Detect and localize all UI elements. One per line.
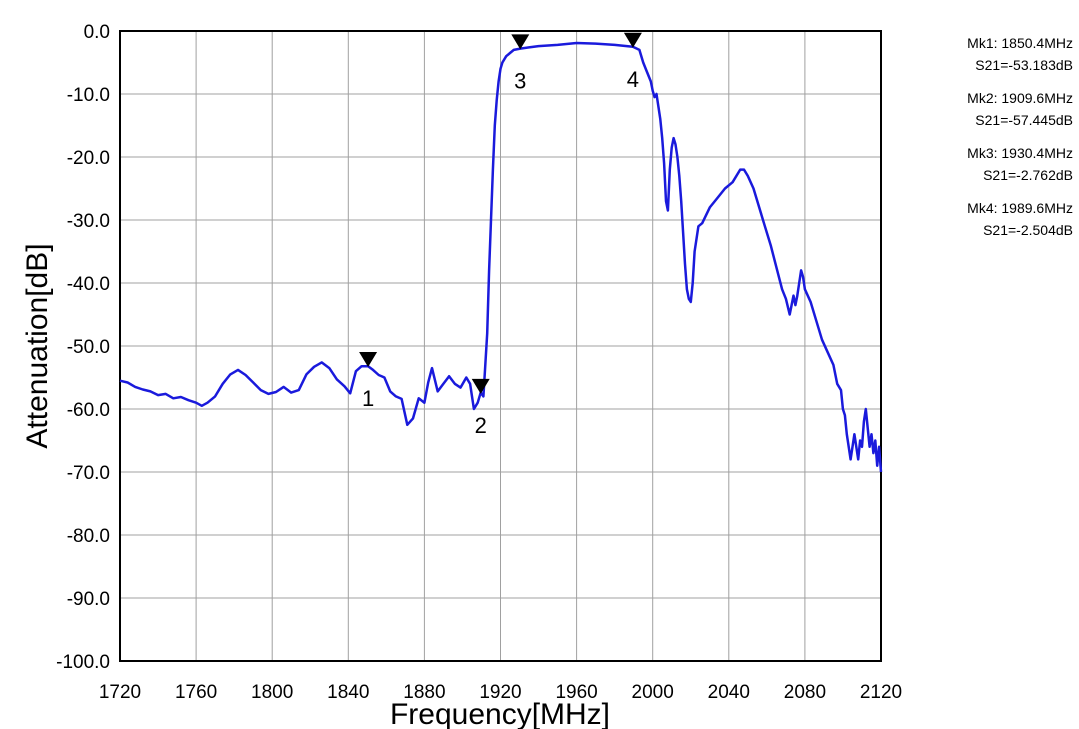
marker-label-2: 2 xyxy=(475,413,487,438)
y-tick-label-7: -70.0 xyxy=(67,463,110,484)
y-tick-label-0: 0.0 xyxy=(84,22,110,43)
y-tick-label-3: -30.0 xyxy=(67,211,110,232)
marker-legend-entry-1: Mk1: 1850.4MHz S21=-53.183dB xyxy=(905,32,1073,76)
x-tick-label-0: 1720 xyxy=(99,682,141,703)
y-tick-label-5: -50.0 xyxy=(67,337,110,358)
marker-legend-entry-3: Mk3: 1930.4MHz S21=-2.762dB xyxy=(905,142,1073,186)
marker-1-frequency: Mk1: 1850.4MHz xyxy=(967,35,1073,51)
plot-frame xyxy=(119,30,882,662)
marker-1: 1 xyxy=(359,352,378,411)
x-tick-label-2: 1800 xyxy=(251,682,293,703)
marker-2-frequency: Mk2: 1909.6MHz xyxy=(967,90,1073,106)
marker-1-s21: S21=-53.183dB xyxy=(975,57,1073,73)
x-axis-title: Frequency[MHz] xyxy=(390,698,610,729)
x-tick-label-3: 1840 xyxy=(327,682,369,703)
marker-4-frequency: Mk4: 1989.6MHz xyxy=(967,200,1073,216)
y-tick-label-2: -20.0 xyxy=(67,148,110,169)
x-tick-label-6: 1960 xyxy=(555,682,597,703)
marker-label-3: 3 xyxy=(514,68,526,93)
y-tick-label-8: -80.0 xyxy=(67,526,110,547)
marker-triangle-1 xyxy=(359,352,378,368)
marker-3-frequency: Mk3: 1930.4MHz xyxy=(967,145,1073,161)
marker-2-s21: S21=-57.445dB xyxy=(975,112,1073,128)
marker-label-4: 4 xyxy=(627,67,639,92)
x-tick-label-9: 2080 xyxy=(784,682,826,703)
x-tick-label-1: 1760 xyxy=(175,682,217,703)
marker-3-s21: S21=-2.762dB xyxy=(983,167,1073,183)
marker-label-1: 1 xyxy=(362,386,374,411)
marker-4-s21: S21=-2.504dB xyxy=(983,222,1073,238)
x-tick-label-7: 2000 xyxy=(632,682,674,703)
marker-triangle-3 xyxy=(511,34,530,50)
marker-legend-entry-2: Mk2: 1909.6MHz S21=-57.445dB xyxy=(905,87,1073,131)
x-tick-label-8: 2040 xyxy=(708,682,750,703)
marker-triangle-4 xyxy=(623,32,642,48)
y-tick-label-4: -40.0 xyxy=(67,274,110,295)
marker-4: 4 xyxy=(623,32,642,92)
y-tick-label-1: -10.0 xyxy=(67,85,110,106)
marker-legend-entry-4: Mk4: 1989.6MHz S21=-2.504dB xyxy=(905,197,1073,241)
marker-legend: Mk1: 1850.4MHz S21=-53.183dB Mk2: 1909.6… xyxy=(905,32,1073,252)
marker-2: 2 xyxy=(471,378,490,438)
y-tick-label-10: -100.0 xyxy=(56,652,110,673)
x-tick-label-10: 2120 xyxy=(860,682,902,703)
marker-3: 3 xyxy=(511,34,530,93)
y-tick-label-9: -90.0 xyxy=(67,589,110,610)
y-axis-title: Attenuation[dB] xyxy=(21,243,54,448)
y-tick-label-6: -60.0 xyxy=(67,400,110,421)
x-tick-label-4: 1880 xyxy=(403,682,445,703)
series-line-s21 xyxy=(119,41,883,473)
marker-triangle-2 xyxy=(471,378,490,394)
x-tick-label-5: 1920 xyxy=(479,682,521,703)
